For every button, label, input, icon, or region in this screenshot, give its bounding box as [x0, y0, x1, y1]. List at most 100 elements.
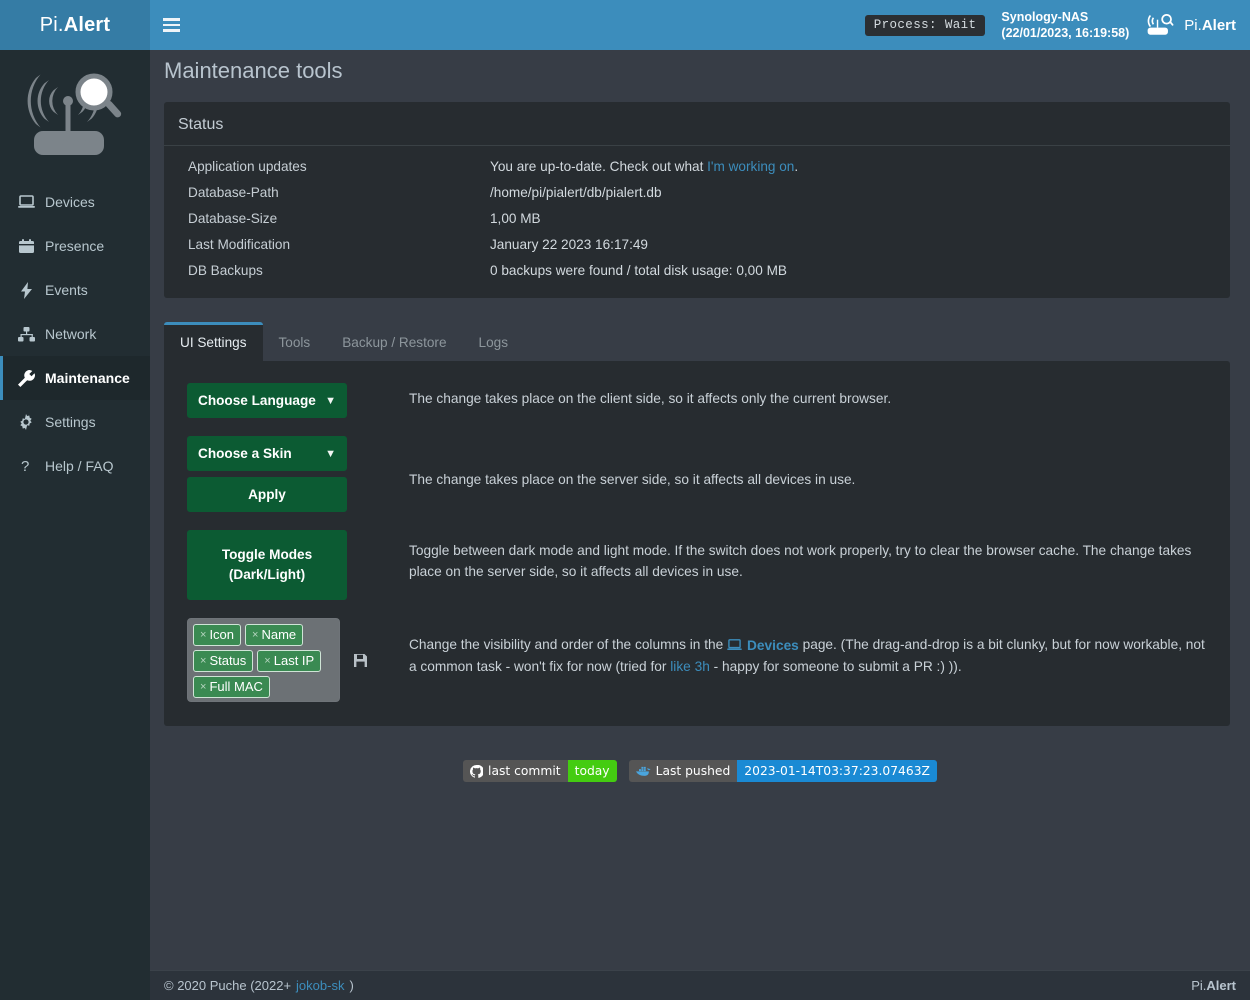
toggle-modes-button[interactable]: Toggle Modes (Dark/Light) — [187, 530, 347, 600]
maintenance-tabs-section: UI Settings Tools Backup / Restore Logs … — [164, 322, 1230, 726]
copyright-suffix: ) — [349, 978, 354, 993]
header-brand-bold: Alert — [1201, 16, 1236, 34]
status-badge: Process: Wait — [864, 14, 986, 36]
skin-controls: Choose a Skin ▼ Apply — [182, 436, 377, 512]
router-magnifier-logo-icon — [27, 73, 122, 155]
github-icon — [470, 764, 484, 778]
sidebar-logo — [0, 50, 150, 180]
apply-button[interactable]: Apply — [187, 477, 347, 512]
status-label: DB Backups — [188, 263, 263, 278]
sidebar-item-label: Settings — [45, 414, 96, 430]
language-description: The change takes place on the client sid… — [409, 391, 892, 406]
remove-icon[interactable]: × — [200, 628, 207, 641]
toggle-modes-line2: (Dark/Light) — [228, 567, 306, 582]
remove-icon[interactable]: × — [264, 654, 271, 667]
tab-logs[interactable]: Logs — [478, 335, 508, 350]
sidebar-item-label: Presence — [45, 238, 105, 254]
columns-controls: × Icon × Name × Status × Last IP × Full MAC — [182, 618, 377, 702]
column-chip-full-mac[interactable]: × Full MAC — [193, 676, 270, 698]
choose-language-label: Choose Language — [198, 393, 316, 408]
sidebar: Devices Presence Events Network Maintena… — [0, 50, 150, 1000]
column-chip-icon[interactable]: × Icon — [193, 624, 242, 646]
router-icon — [1147, 13, 1174, 35]
toggle-controls: Toggle Modes (Dark/Light) — [182, 530, 377, 600]
working-on-link[interactable]: I'm working on — [707, 159, 795, 174]
choose-skin-select[interactable]: Choose a Skin ▼ — [187, 436, 347, 471]
status-row-db-backups: DB Backups 0 backups were found / total … — [178, 258, 1216, 284]
status-value: January 22 2023 16:17:49 — [490, 237, 648, 252]
jokob-sk-link[interactable]: jokob-sk — [296, 978, 345, 993]
tab-ui-settings[interactable]: UI Settings — [164, 322, 263, 361]
status-label: Database-Size — [188, 211, 278, 226]
sitemap-icon — [17, 325, 35, 343]
save-columns-button[interactable] — [348, 618, 373, 702]
hamburger-icon[interactable] — [150, 0, 192, 50]
tab-backup-restore[interactable]: Backup / Restore — [342, 335, 447, 350]
sidebar-item-network[interactable]: Network — [0, 312, 150, 356]
header-brand-light: Pi. — [1184, 16, 1202, 34]
language-row: Choose Language ▼ The change takes place… — [182, 383, 1212, 418]
server-info: Synology-NAS (22/01/2023, 16:19:58) — [1001, 9, 1129, 41]
status-value-suffix: . — [794, 159, 799, 174]
docker-icon — [635, 766, 650, 776]
navbar-right-group: Process: Wait Synology-NAS (22/01/2023, … — [864, 0, 1250, 50]
navbar: Process: Wait Synology-NAS (22/01/2023, … — [150, 0, 1250, 50]
status-value: 1,00 MB — [490, 211, 541, 226]
footer-brand: Pi.Alert — [1191, 978, 1236, 993]
columns-desc-part1: Change the visibility and order of the c… — [409, 637, 728, 652]
sidebar-item-settings[interactable]: Settings — [0, 400, 150, 444]
remove-icon[interactable]: × — [252, 628, 259, 641]
main-content: Maintenance tools Status Application upd… — [150, 50, 1250, 970]
column-chip-status[interactable]: × Status — [193, 650, 254, 672]
brand-text-light: Pi. — [39, 13, 64, 36]
chip-label: Full MAC — [209, 679, 263, 694]
sidebar-item-presence[interactable]: Presence — [0, 224, 150, 268]
chevron-down-icon: ▼ — [325, 394, 336, 407]
sidebar-item-label: Network — [45, 326, 97, 342]
status-row-database-path: Database-Path /home/pi/pialert/db/pialer… — [178, 180, 1216, 206]
sidebar-item-events[interactable]: Events — [0, 268, 150, 312]
skin-description: The change takes place on the server sid… — [409, 472, 856, 487]
laptop-icon — [727, 639, 742, 650]
columns-row: × Icon × Name × Status × Last IP × Full MAC — [182, 618, 1212, 702]
last-commit-value: today — [567, 760, 617, 782]
last-pushed-value: 2023-01-14T03:37:23.07463Z — [737, 760, 937, 782]
sidebar-item-help-faq[interactable]: ? Help / FAQ — [0, 444, 150, 488]
last-pushed-label-group: Last pushed — [628, 760, 738, 782]
columns-desc-part3: - happy for someone to submit a PR :) ))… — [709, 658, 962, 674]
tab-tools[interactable]: Tools — [278, 335, 311, 350]
bolt-icon — [17, 281, 35, 299]
laptop-icon — [17, 193, 35, 211]
sidebar-item-label: Maintenance — [45, 370, 130, 386]
brand-text-bold: Alert — [63, 13, 111, 36]
status-row-database-size: Database-Size 1,00 MB — [178, 206, 1216, 232]
last-pushed-label: Last pushed — [655, 764, 731, 778]
copyright-prefix: © 2020 Puche (2022+ — [164, 978, 292, 993]
columns-chips-box[interactable]: × Icon × Name × Status × Last IP × Full MAC — [187, 618, 341, 702]
choose-language-select[interactable]: Choose Language ▼ — [187, 383, 347, 418]
chip-label: Name — [261, 627, 297, 642]
question-icon: ? — [17, 457, 35, 475]
like-3h-link[interactable]: like 3h — [670, 658, 710, 674]
toggle-modes-row: Toggle Modes (Dark/Light) Toggle between… — [182, 530, 1212, 600]
status-value: You are up-to-date. Check out what I'm w… — [490, 159, 798, 174]
sidebar-item-maintenance[interactable]: Maintenance — [0, 356, 150, 400]
column-chip-name[interactable]: × Name — [245, 624, 304, 646]
sidebar-item-devices[interactable]: Devices — [0, 180, 150, 224]
header-brand[interactable]: Pi.Alert — [1145, 12, 1236, 38]
calendar-icon — [17, 237, 35, 255]
columns-chip-area: × Icon × Name × Status × Last IP × Full MAC — [187, 618, 373, 702]
last-commit-badge[interactable]: last commit today — [463, 760, 617, 782]
server-name: Synology-NAS — [1001, 10, 1089, 24]
last-pushed-badge[interactable]: Last pushed 2023-01-14T03:37:23.07463Z — [628, 760, 937, 782]
column-chip-last-ip[interactable]: × Last IP — [257, 650, 322, 672]
last-commit-label-group: last commit — [463, 760, 568, 782]
columns-desc-part2: page. (The drag-and-drop is a bit clunky… — [409, 637, 1205, 674]
devices-page-link[interactable]: Devices — [747, 637, 799, 653]
app-logo[interactable]: Pi. Alert — [0, 0, 150, 50]
status-panel: Status Application updates You are up-to… — [164, 102, 1230, 298]
tab-bar: UI Settings Tools Backup / Restore Logs — [164, 322, 1230, 361]
remove-icon[interactable]: × — [200, 680, 207, 693]
status-row-application-updates: Application updates You are up-to-date. … — [178, 154, 1216, 180]
remove-icon[interactable]: × — [200, 654, 207, 667]
